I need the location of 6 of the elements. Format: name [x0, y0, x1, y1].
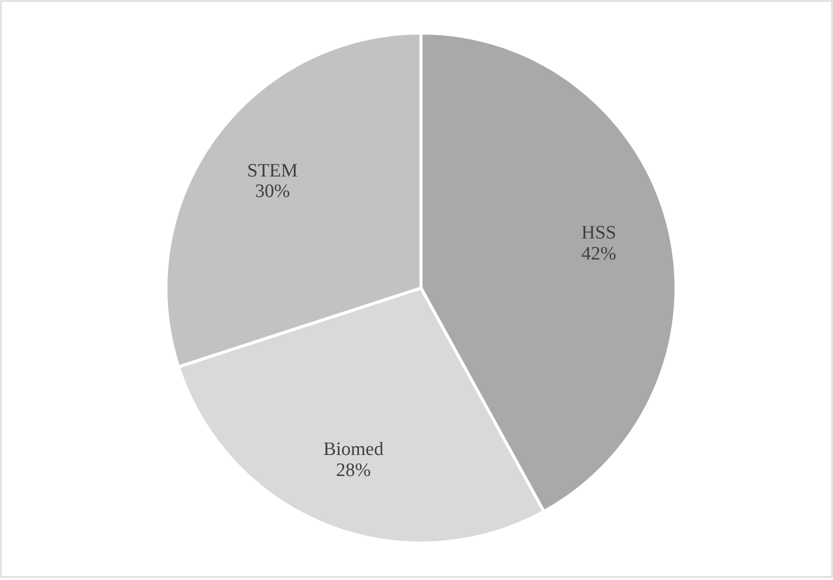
data-label: 28%	[336, 460, 371, 481]
slice-label: HSS	[581, 222, 616, 244]
slice-label: STEM	[247, 160, 298, 182]
data-label: 42%	[581, 243, 616, 264]
data-label: 30%	[255, 181, 290, 202]
slice-label: Biomed	[323, 438, 384, 460]
